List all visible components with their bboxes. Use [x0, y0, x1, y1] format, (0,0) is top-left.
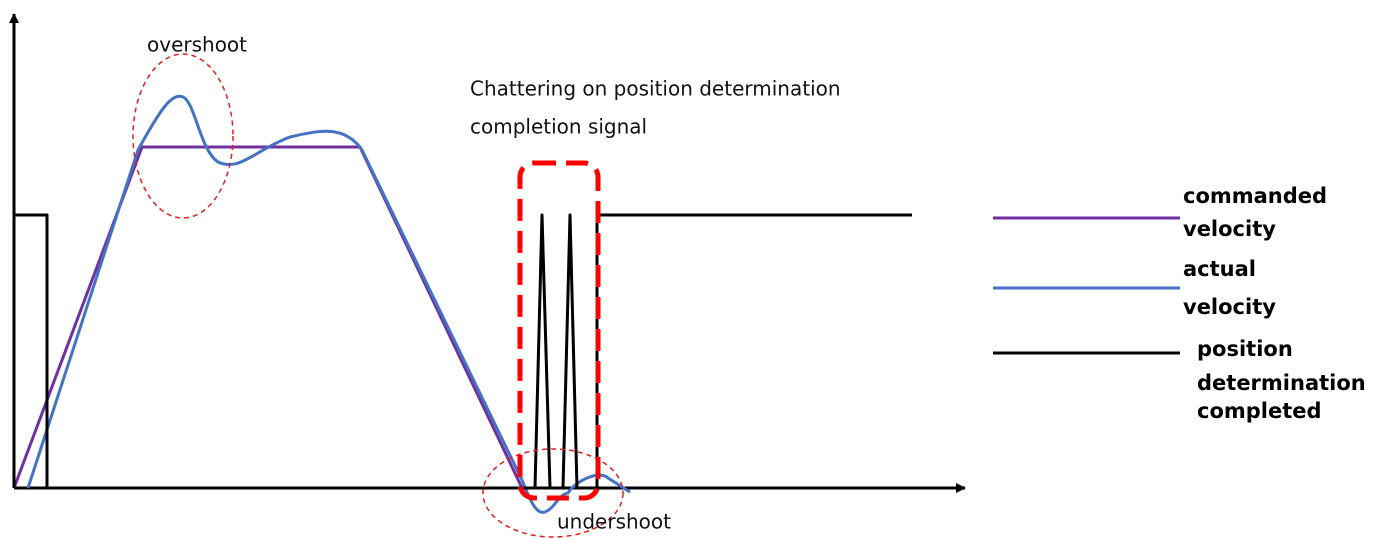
overshoot-circle — [132, 53, 234, 219]
legend-label: velocity — [1183, 217, 1276, 241]
chattering-label: completion signal — [470, 115, 647, 139]
legend-label: position — [1197, 337, 1293, 361]
chattering-box — [517, 160, 601, 501]
overshoot-label: overshoot — [147, 33, 247, 57]
commanded-velocity-line — [12, 145, 524, 489]
actual-velocity-line — [26, 94, 631, 514]
legend-label: velocity — [1183, 295, 1276, 319]
legend-label: completed — [1197, 399, 1322, 423]
legend-label: determination — [1197, 371, 1366, 395]
undershoot-circle — [482, 448, 624, 538]
legend-label: actual — [1183, 257, 1256, 281]
legend-label: commanded — [1183, 184, 1327, 208]
chattering-label: Chattering on position determination — [470, 77, 841, 101]
position-completed-line — [12, 213, 912, 490]
undershoot-label: undershoot — [557, 510, 671, 534]
